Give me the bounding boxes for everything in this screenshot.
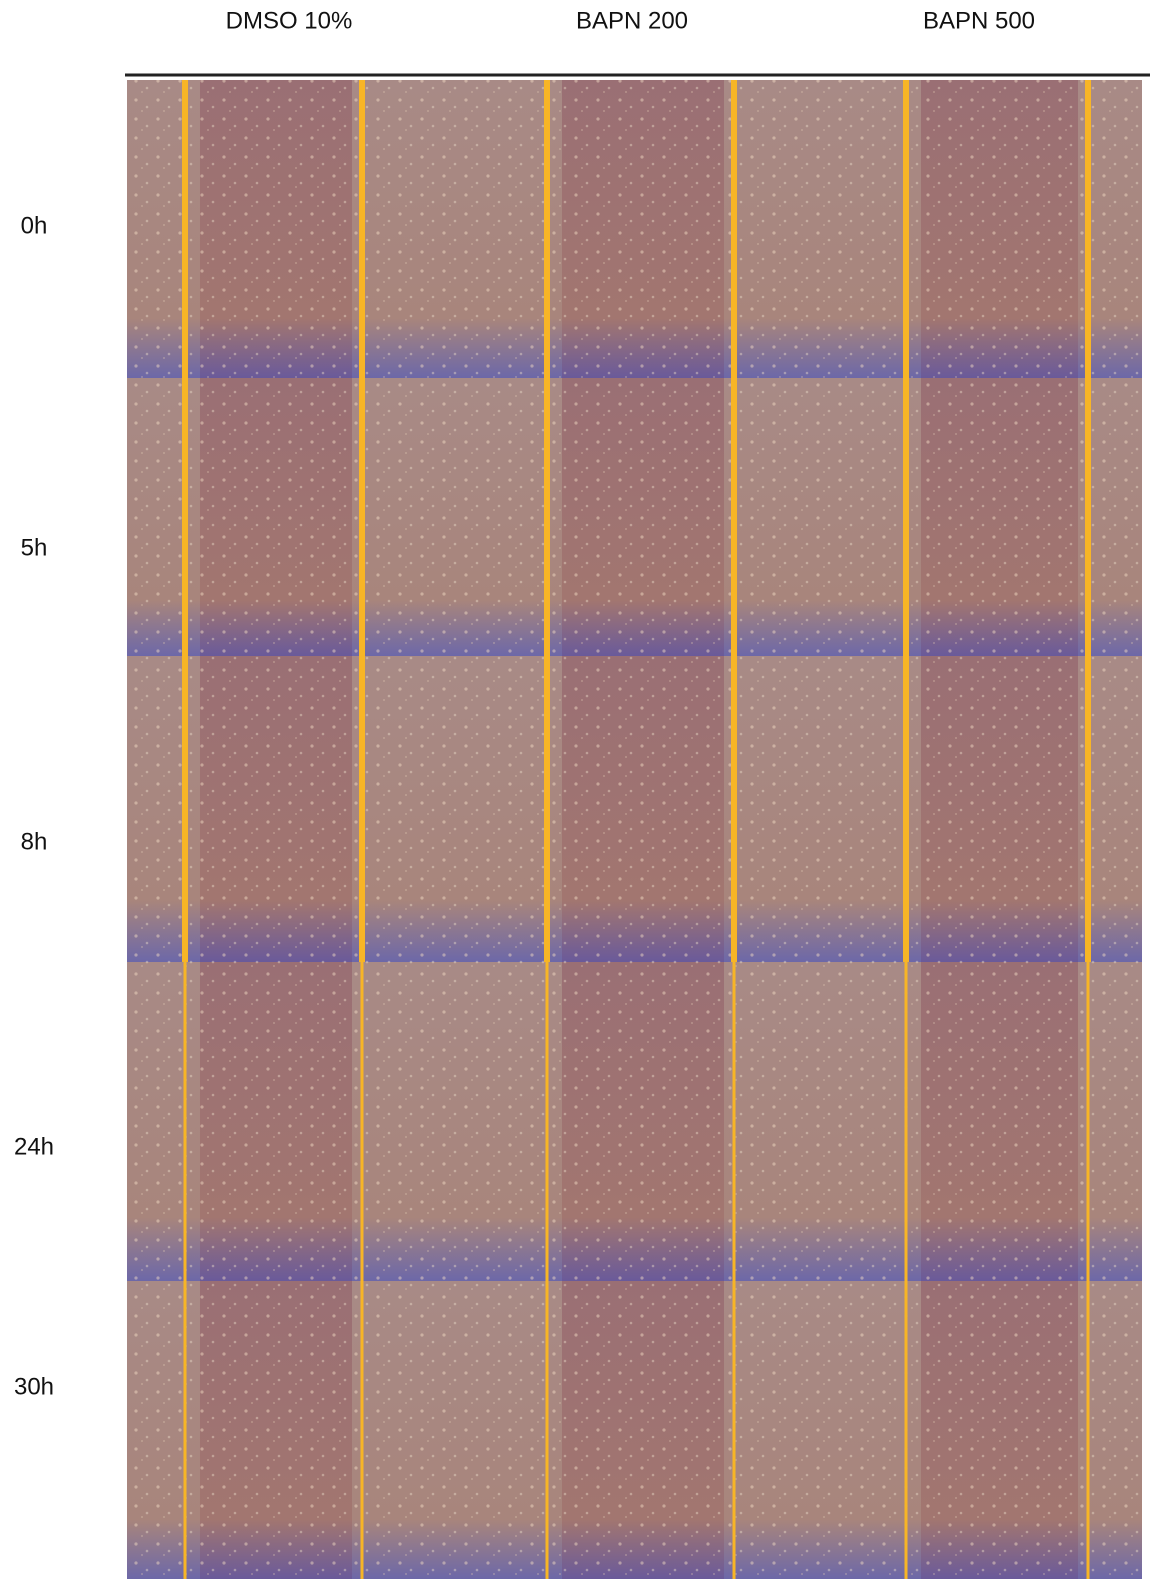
row-label: 0h bbox=[21, 212, 48, 239]
row-label: 8h bbox=[21, 828, 48, 855]
cell-texture bbox=[127, 656, 463, 962]
row-label: 24h bbox=[14, 1133, 54, 1160]
cell-texture bbox=[127, 378, 463, 656]
cell-texture bbox=[127, 962, 453, 1281]
figure-page: {"header": {"columns": ["DMSO 10%", "BAP… bbox=[0, 0, 1150, 1579]
cell-texture bbox=[463, 378, 800, 656]
row-label: 5h bbox=[21, 534, 48, 561]
cell-texture bbox=[127, 80, 463, 378]
cell-texture bbox=[463, 656, 800, 962]
row-label: 30h bbox=[14, 1373, 54, 1400]
cell-texture bbox=[463, 80, 800, 378]
cell-texture bbox=[453, 962, 780, 1281]
column-header: BAPN 200 bbox=[576, 7, 688, 34]
cell-texture bbox=[453, 1281, 780, 1579]
cell-texture bbox=[127, 1281, 453, 1579]
figure: DMSO 10% BAPN 200 BAPN 500 0h 5h 8h 24h 30h bbox=[0, 0, 1150, 1579]
column-header: DMSO 10% bbox=[226, 7, 353, 34]
column-header: BAPN 500 bbox=[923, 7, 1035, 34]
panel-grid bbox=[127, 80, 1142, 1579]
